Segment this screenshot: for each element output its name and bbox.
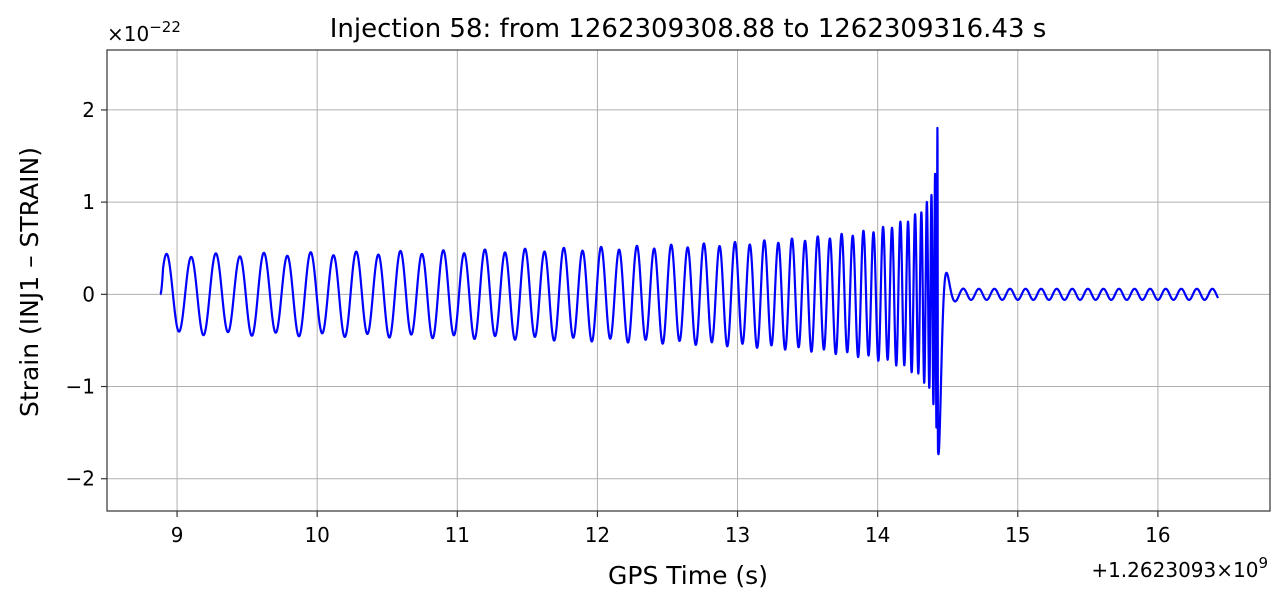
x-tick-label: 16 xyxy=(1145,523,1170,547)
x-tick-label: 14 xyxy=(865,523,890,547)
y-scale-multiplier: ×10−22 xyxy=(107,18,181,46)
plot-frame xyxy=(106,49,1271,512)
x-offset-label: +1.2623093×109 xyxy=(1091,554,1268,582)
x-tick-label: 12 xyxy=(585,523,610,547)
chart-title: Injection 58: from 1262309308.88 to 1262… xyxy=(330,14,1047,44)
y-tick-label: −1 xyxy=(66,375,95,399)
y-axis-ticks: 2 1 0 −1 −2 xyxy=(66,98,107,491)
x-tick-label: 9 xyxy=(171,523,184,547)
x-tick-label: 13 xyxy=(725,523,750,547)
y-axis-label: Strain (INJ1 – STRAIN) xyxy=(15,147,44,417)
strain-series-line xyxy=(159,126,1220,456)
x-tick-label: 10 xyxy=(304,523,329,547)
x-axis-label: GPS Time (s) xyxy=(608,561,768,590)
y-tick-label: −2 xyxy=(66,467,95,491)
y-tick-label: 0 xyxy=(82,282,95,306)
grid-lines xyxy=(107,50,1270,511)
y-tick-label: 2 xyxy=(82,98,95,122)
x-axis-ticks: 9 10 11 12 13 14 15 16 xyxy=(171,511,1171,547)
x-tick-label: 15 xyxy=(1005,523,1030,547)
y-tick-label: 1 xyxy=(82,190,95,214)
x-tick-label: 11 xyxy=(445,523,470,547)
